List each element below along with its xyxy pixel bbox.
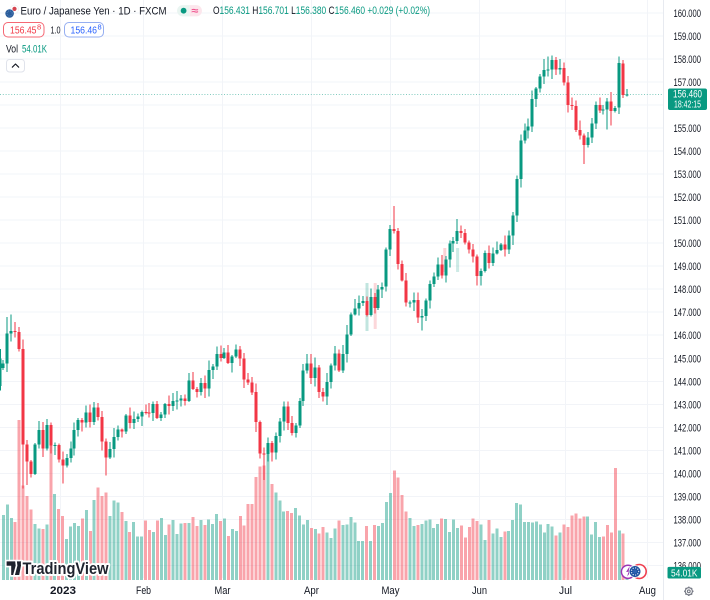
svg-text:140.000: 140.000 (674, 468, 702, 480)
svg-text:146.000: 146.000 (674, 330, 702, 342)
svg-text:156.45: 156.45 (10, 26, 37, 37)
svg-text:Aug: Aug (639, 585, 656, 597)
svg-text:156.460: 156.460 (673, 89, 702, 101)
svg-text:May: May (382, 585, 400, 597)
svg-text:147.000: 147.000 (674, 307, 702, 319)
svg-text:153.000: 153.000 (674, 169, 702, 181)
svg-text:156.46: 156.46 (71, 26, 98, 37)
svg-text:160.000: 160.000 (674, 8, 702, 20)
svg-text:Euro / Japanese Yen · 1D · FXC: Euro / Japanese Yen · 1D · FXCM (21, 6, 167, 18)
svg-text:157.000: 157.000 (674, 77, 702, 89)
svg-text:54.01K: 54.01K (671, 569, 698, 580)
svg-text:142.000: 142.000 (674, 422, 702, 434)
svg-text:8: 8 (98, 23, 102, 32)
svg-text:Jun: Jun (472, 585, 487, 597)
svg-text:2023: 2023 (50, 585, 76, 597)
svg-text:154.000: 154.000 (674, 146, 702, 158)
svg-text:Mar: Mar (215, 585, 231, 597)
svg-text:148.000: 148.000 (674, 284, 702, 296)
svg-text:144.000: 144.000 (674, 376, 702, 388)
svg-text:149.000: 149.000 (674, 261, 702, 273)
svg-text:139.000: 139.000 (674, 491, 702, 503)
svg-text:151.000: 151.000 (674, 215, 702, 227)
svg-text:Apr: Apr (304, 585, 319, 597)
svg-text:159.000: 159.000 (674, 31, 702, 43)
svg-text:145.000: 145.000 (674, 353, 702, 365)
svg-text:54.01K: 54.01K (22, 44, 47, 56)
svg-text:1.0: 1.0 (51, 26, 61, 37)
svg-text:TradingView: TradingView (23, 559, 110, 578)
svg-text:Jul: Jul (559, 585, 572, 597)
svg-text:138.000: 138.000 (674, 514, 702, 526)
svg-text:137.000: 137.000 (674, 537, 702, 549)
svg-text:Vol: Vol (6, 44, 18, 56)
svg-text:141.000: 141.000 (674, 445, 702, 457)
svg-text:158.000: 158.000 (674, 54, 702, 66)
svg-text:143.000: 143.000 (674, 399, 702, 411)
svg-text:18:42:15: 18:42:15 (674, 100, 701, 111)
svg-text:155.000: 155.000 (674, 123, 702, 135)
svg-text:8: 8 (37, 23, 41, 32)
svg-text:≈: ≈ (192, 6, 200, 17)
svg-text:152.000: 152.000 (674, 192, 702, 204)
svg-text:O156.431 H156.701 L156.380 C15: O156.431 H156.701 L156.380 C156.460 +0.0… (213, 5, 430, 17)
svg-text:Feb: Feb (136, 585, 151, 597)
svg-text:150.000: 150.000 (674, 238, 702, 250)
